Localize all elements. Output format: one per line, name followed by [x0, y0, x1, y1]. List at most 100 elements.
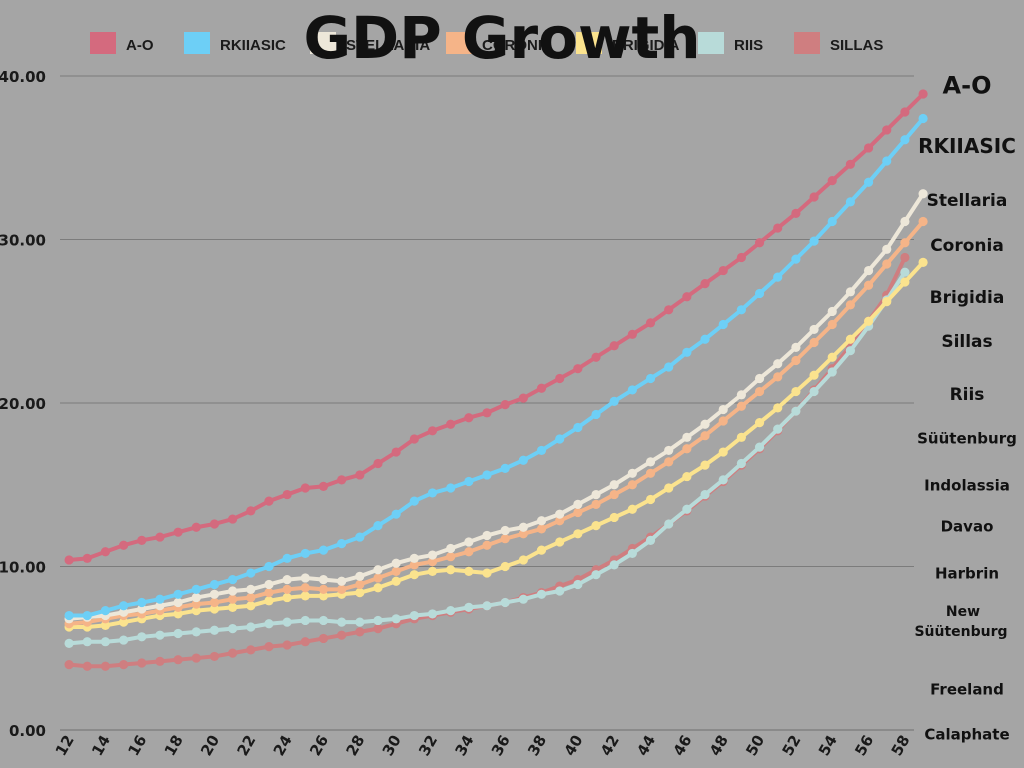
data-point	[536, 545, 547, 555]
data-point	[754, 288, 765, 299]
data-point	[482, 470, 492, 480]
data-point	[573, 422, 583, 433]
data-point	[337, 630, 347, 640]
data-point	[736, 390, 746, 400]
y-tick-label: 20.00	[0, 395, 46, 413]
data-point	[573, 529, 583, 539]
data-point	[137, 535, 147, 545]
data-point	[791, 386, 801, 397]
data-point	[264, 596, 274, 606]
data-point	[536, 516, 547, 526]
data-point	[409, 434, 419, 444]
data-point	[228, 514, 238, 524]
right-label-line: New	[946, 604, 980, 620]
data-point	[300, 548, 310, 559]
data-point	[500, 525, 510, 536]
data-point	[773, 272, 783, 282]
data-point	[900, 107, 910, 117]
data-point	[791, 355, 801, 366]
data-point	[391, 509, 401, 519]
data-point	[591, 499, 601, 509]
data-point	[155, 630, 165, 640]
data-point	[446, 483, 456, 493]
data-point	[482, 530, 492, 541]
data-point	[155, 594, 165, 604]
data-point	[337, 475, 347, 485]
data-point	[373, 615, 383, 626]
legend-swatch	[184, 32, 210, 54]
y-axis-ticks: 0.00 10.00 20.00 30.00 40.00	[0, 68, 46, 740]
data-point	[900, 216, 910, 227]
data-point	[500, 561, 510, 572]
data-point	[118, 601, 129, 611]
data-point	[827, 319, 837, 330]
data-point	[228, 594, 238, 604]
data-point	[664, 305, 674, 315]
data-point	[318, 591, 329, 601]
series-lines	[64, 89, 928, 671]
right-label: Süütenburg	[917, 429, 1017, 447]
y-tick-label: 40.00	[0, 68, 46, 86]
data-point	[773, 424, 783, 434]
y-tick-label: 0.00	[9, 722, 46, 740]
data-point	[137, 604, 147, 614]
legend-label: STELLARIA	[346, 37, 430, 54]
legend-swatch	[698, 32, 724, 54]
data-point	[555, 509, 565, 519]
data-point	[900, 267, 910, 277]
data-point	[700, 419, 710, 429]
data-point	[591, 570, 601, 580]
x-tick-label: 30	[379, 732, 405, 759]
data-point	[100, 620, 111, 630]
data-point	[246, 592, 256, 603]
data-point	[282, 489, 292, 500]
series-rkiiasic	[64, 113, 928, 621]
data-point	[209, 589, 220, 599]
data-point	[191, 627, 201, 637]
data-point	[536, 445, 547, 456]
data-point	[355, 617, 365, 627]
data-point	[300, 591, 310, 601]
data-point	[446, 565, 456, 575]
data-point	[609, 341, 619, 351]
data-point	[682, 292, 692, 302]
data-point	[863, 316, 874, 326]
data-point	[700, 431, 710, 441]
x-axis-ticks: 12 14 16 18 20 22 24 26 28 30 32 34 36 38 40 42 44 46 48 50…	[52, 732, 914, 759]
data-point	[464, 602, 474, 612]
data-point	[863, 177, 874, 187]
data-point	[736, 401, 746, 411]
data-point	[536, 524, 547, 534]
data-point	[845, 287, 856, 297]
data-point	[446, 543, 456, 554]
data-point	[845, 300, 856, 310]
data-point	[337, 617, 347, 627]
legend-item: BRIGIDIA	[576, 32, 680, 54]
data-point	[809, 324, 819, 335]
data-point	[518, 455, 528, 465]
data-point	[882, 297, 892, 307]
data-point	[627, 480, 637, 490]
data-point	[627, 504, 637, 514]
right-label-line: Süütenburg	[914, 624, 1007, 640]
x-tick-label: 32	[415, 732, 441, 759]
legend-item: A-O	[90, 32, 154, 54]
data-point	[355, 588, 365, 598]
data-point	[409, 560, 419, 570]
data-point	[882, 125, 892, 135]
data-point	[736, 432, 746, 442]
data-point	[191, 599, 201, 609]
x-tick-label: 14	[88, 732, 114, 759]
data-point	[100, 547, 111, 557]
data-point	[882, 156, 892, 166]
legend-label: SILLAS	[830, 37, 883, 54]
data-point	[282, 553, 292, 563]
data-point	[773, 372, 783, 382]
x-tick-label: 50	[742, 732, 768, 759]
data-point	[82, 661, 92, 671]
data-point	[355, 532, 365, 542]
data-point	[173, 589, 183, 599]
right-label: Riis	[950, 385, 985, 405]
right-label: Harbrin	[935, 564, 999, 582]
